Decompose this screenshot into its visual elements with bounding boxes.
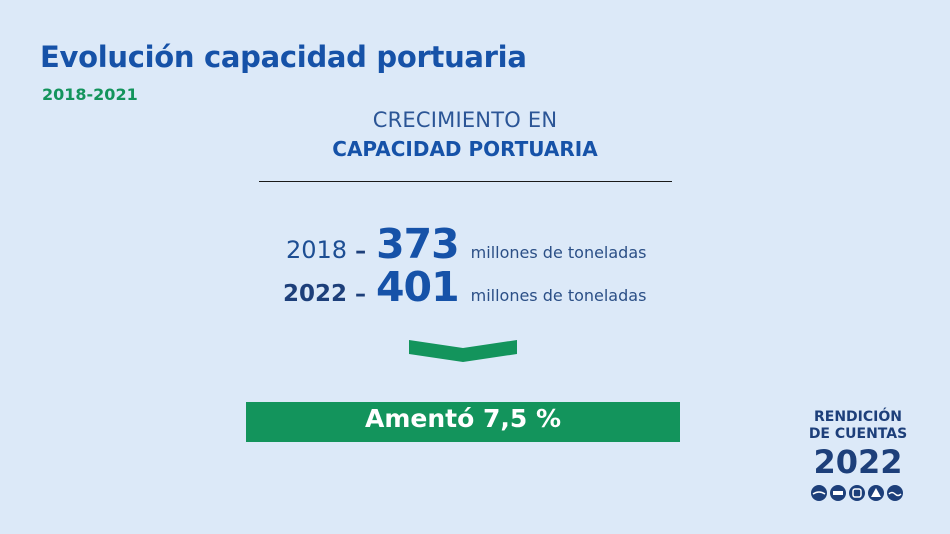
rendicion-logo: RENDICIÓN DE CUENTAS 2022 (790, 409, 926, 502)
circle-icon (849, 485, 865, 501)
stat-value: 373 (376, 220, 460, 268)
logo-line1: RENDICIÓN (814, 409, 902, 425)
result-banner: Amentó 7,5 % (246, 402, 680, 442)
logo-year: 2022 (813, 443, 903, 481)
divider (259, 181, 672, 182)
stat-row-2018: 2018 – 373 millones de toneladas (286, 220, 646, 268)
stat-year: 2022 (283, 281, 348, 307)
stat-unit: millones de toneladas (470, 243, 647, 262)
page-title: Evolución capacidad portuaria (40, 40, 527, 74)
section-heading-line2: CAPACIDAD PORTUARIA (332, 137, 598, 161)
stat-value: 401 (376, 263, 460, 311)
stat-unit: millones de toneladas (470, 286, 647, 305)
circle-icon (830, 485, 846, 501)
stat-dash: – (355, 282, 367, 307)
logo-icons (811, 485, 903, 501)
logo-line2: DE CUENTAS (808, 426, 908, 442)
stat-row-2022: 2022 – 401 millones de toneladas (283, 263, 646, 311)
period-subtitle: 2018-2021 (42, 85, 138, 104)
stat-dash: – (355, 239, 367, 264)
circle-icon (868, 485, 884, 501)
stat-year: 2018 (286, 236, 348, 264)
circle-icon (811, 485, 827, 501)
circle-icon (887, 485, 903, 501)
down-arrow-icon (409, 340, 517, 362)
result-text: Amentó 7,5 % (364, 403, 562, 433)
section-heading-line1: CRECIMIENTO EN (372, 108, 558, 132)
